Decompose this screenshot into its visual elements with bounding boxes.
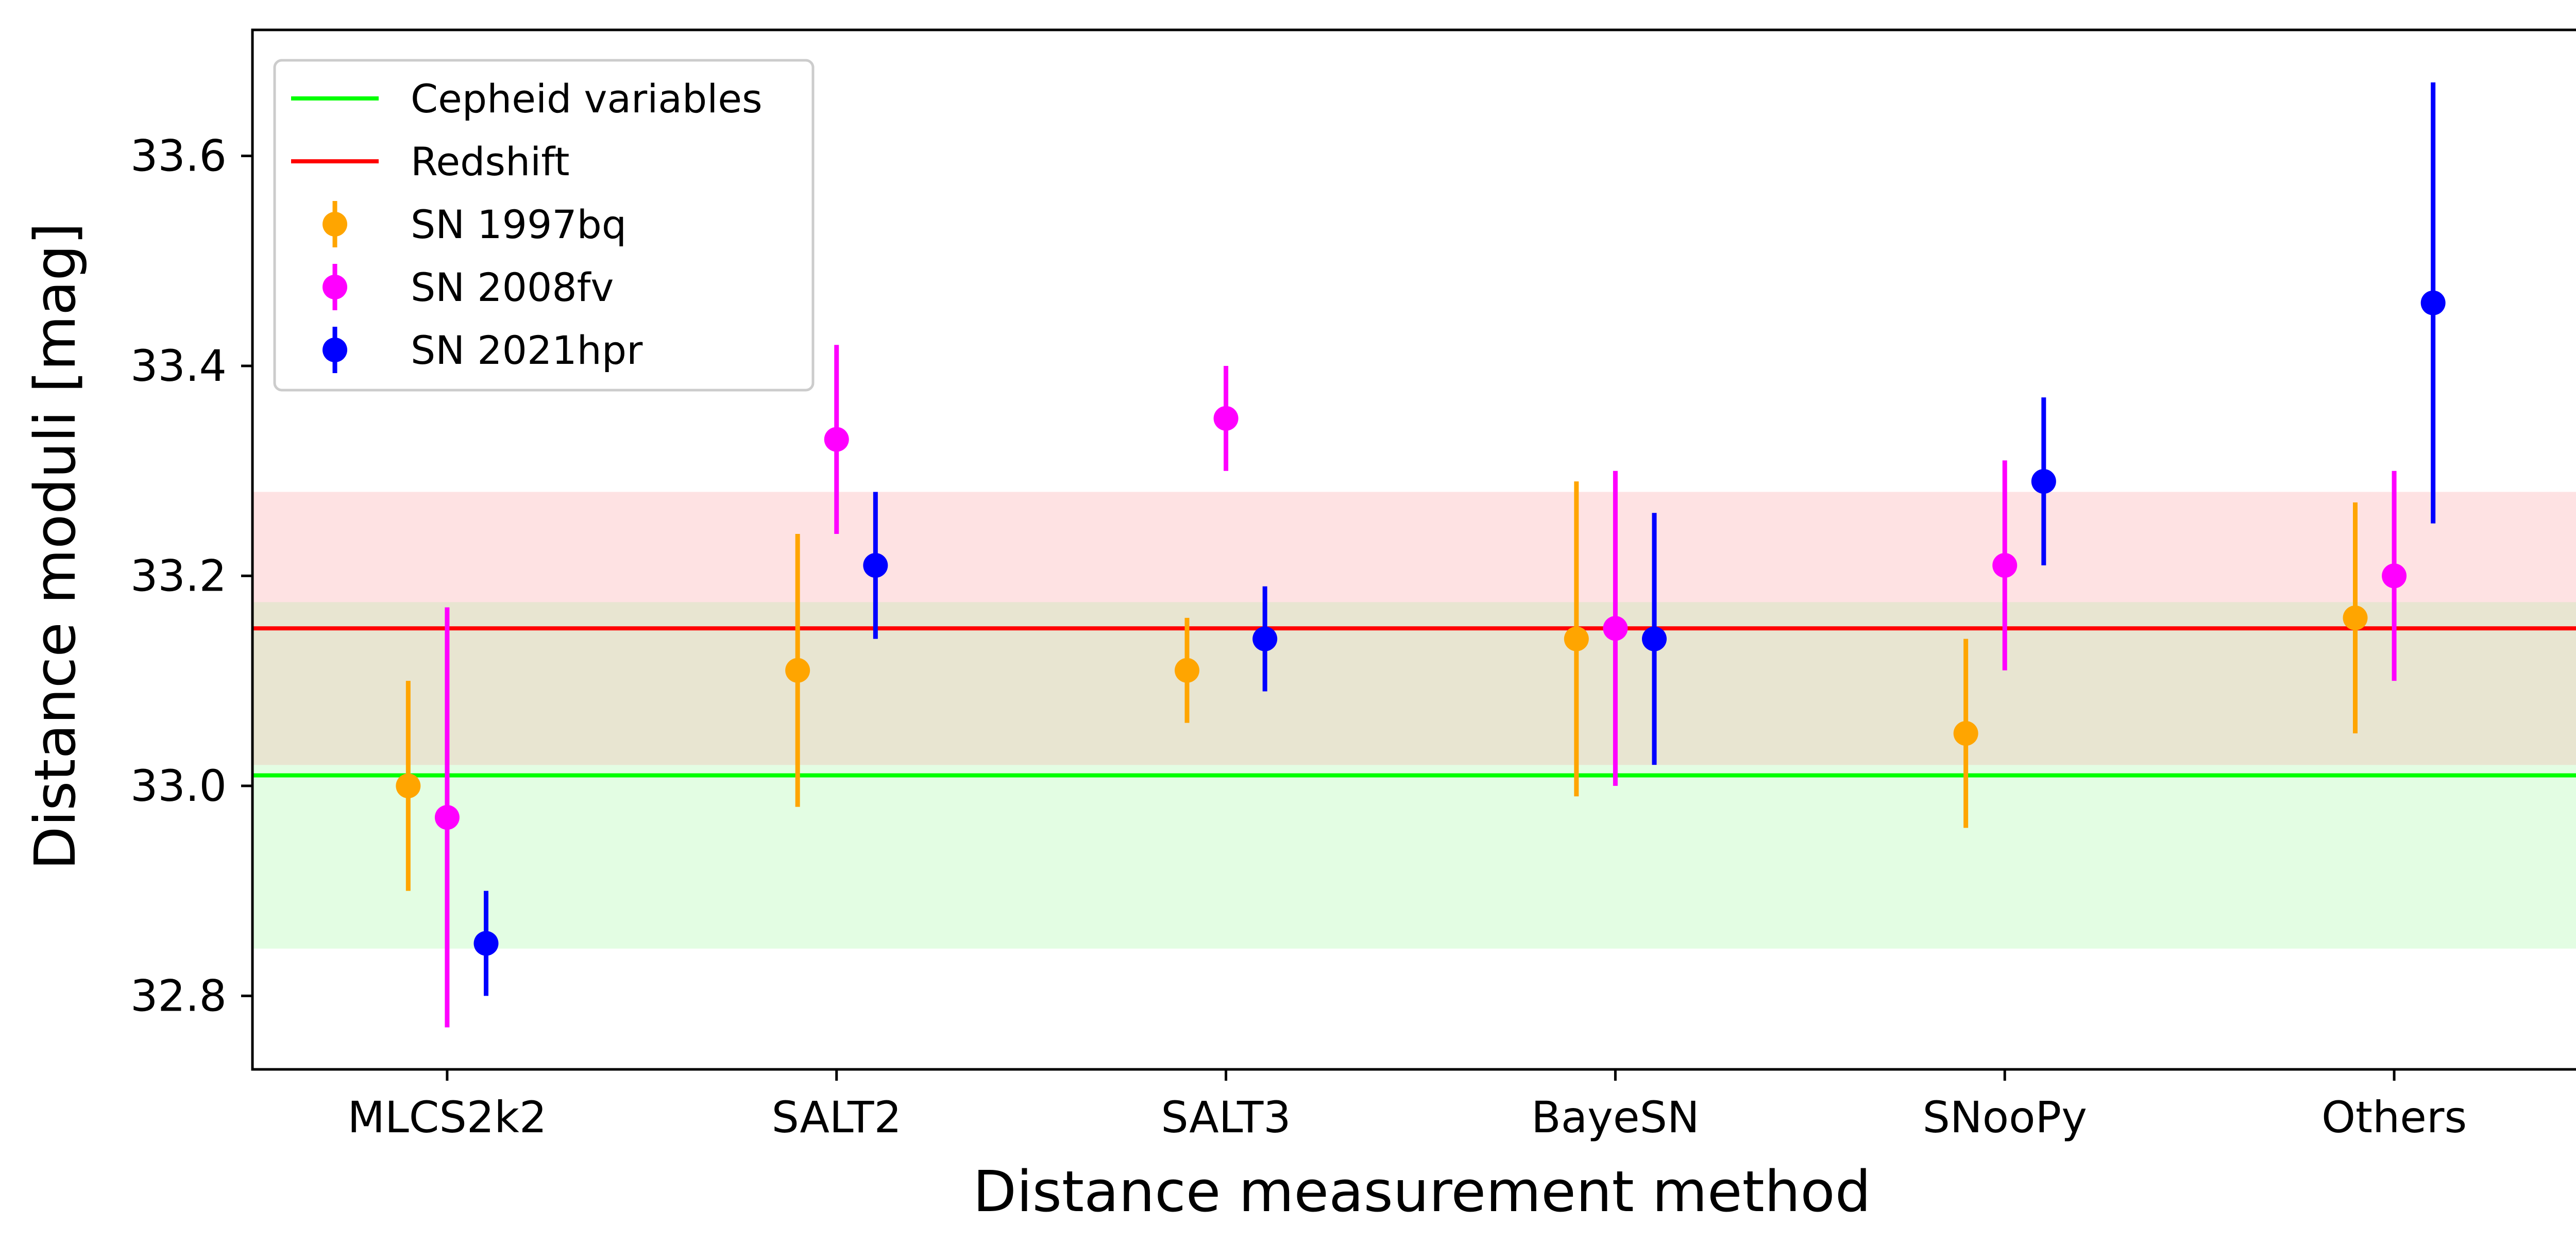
x-tick-label: SALT3 — [1161, 1092, 1291, 1143]
x-tick-label: SALT2 — [772, 1092, 902, 1143]
legend-label: Redshift — [411, 139, 570, 184]
sn-2021hpr-point-others — [2420, 290, 2446, 315]
sn-1997bq-point-others — [2343, 605, 2368, 630]
sn-2008fv-point-salt3 — [1213, 406, 1239, 431]
legend: Cepheid variables Redshift SN 1997bq SN 200… — [273, 59, 815, 392]
sn-2008fv-point-salt2 — [824, 427, 849, 452]
legend-marker-swatch — [323, 275, 347, 299]
legend-box — [273, 59, 815, 392]
sn-2008fv-point-bayesn — [1603, 616, 1628, 641]
legend-label: SN 2021hpr — [411, 327, 643, 373]
reference-lines-layer — [252, 626, 2576, 778]
sn-2021hpr-point-salt3 — [1252, 626, 1278, 651]
sn-1997bq-point-salt3 — [1175, 658, 1199, 683]
bands-layer — [252, 492, 2576, 949]
x-tick-label: Others — [2321, 1092, 2467, 1143]
legend-marker-swatch — [323, 212, 347, 237]
legend-label: SN 2008fv — [411, 264, 614, 310]
data-points-layer — [396, 82, 2446, 1028]
y-tick-label: 33.2 — [130, 550, 227, 601]
plot-frame — [251, 28, 2576, 1071]
x-tick-label: SNooPy — [1923, 1092, 2087, 1143]
y-tick-label: 32.8 — [130, 970, 227, 1021]
sn-2021hpr-point-snoopy — [2031, 469, 2056, 494]
legend-marker-swatch — [323, 338, 347, 362]
sn-1997bq-point-mlcs2k2 — [396, 773, 421, 798]
sn-1997bq-point-bayesn — [1564, 626, 1589, 651]
sn-2008fv-point-snoopy — [1992, 553, 2018, 578]
y-tick-label: 33.0 — [130, 761, 227, 811]
ticks-layer: 32.8 33.0 33.2 33.4 33.6 MLCS2k2 SALT2 SALT3 Bay… — [130, 130, 2467, 1143]
legend-label: SN 1997bq — [411, 202, 626, 247]
y-axis-title: Distance moduli [mag] — [22, 223, 88, 870]
legend-label: Cepheid variables — [411, 76, 762, 122]
sn-2021hpr-point-bayesn — [1642, 626, 1667, 651]
y-tick-label: 33.4 — [130, 341, 227, 391]
sn-2008fv-point-others — [2382, 563, 2407, 589]
sn-1997bq-point-salt2 — [785, 658, 810, 683]
sn-1997bq-point-snoopy — [1953, 721, 1978, 746]
x-tick-label: BayeSN — [1531, 1092, 1700, 1143]
x-tick-label: MLCS2k2 — [348, 1092, 547, 1143]
sn-2021hpr-point-salt2 — [863, 553, 888, 578]
y-tick-label: 33.6 — [130, 130, 227, 181]
sn-2008fv-point-mlcs2k2 — [434, 805, 460, 830]
x-axis-title: Distance measurement method — [973, 1159, 1871, 1225]
sn-2021hpr-point-mlcs2k2 — [473, 931, 499, 956]
